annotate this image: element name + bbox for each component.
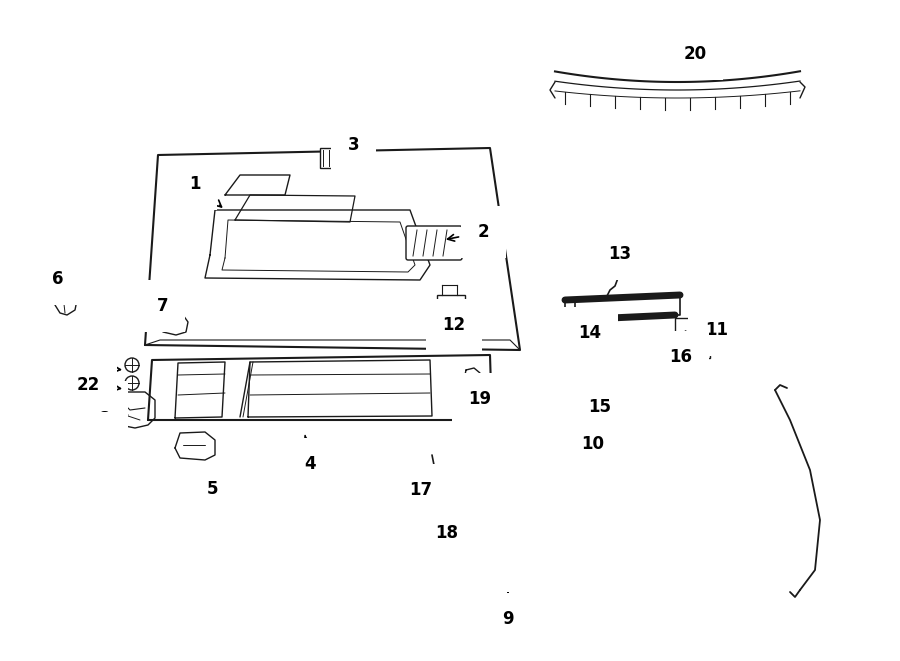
FancyBboxPatch shape	[675, 318, 713, 338]
FancyBboxPatch shape	[320, 148, 358, 168]
FancyBboxPatch shape	[680, 340, 710, 358]
Text: 20: 20	[681, 45, 706, 71]
Text: 9: 9	[502, 593, 514, 628]
Text: 3: 3	[337, 136, 360, 154]
Text: 14: 14	[578, 324, 613, 343]
FancyBboxPatch shape	[437, 295, 465, 315]
Text: 6: 6	[52, 270, 66, 295]
Text: 12: 12	[443, 309, 465, 334]
Text: 2: 2	[447, 223, 490, 241]
Text: 22: 22	[76, 376, 121, 394]
Text: 7: 7	[158, 297, 169, 315]
Text: 17: 17	[409, 478, 435, 499]
Text: 8: 8	[100, 398, 128, 416]
Text: 10: 10	[581, 426, 605, 453]
Text: 16: 16	[662, 348, 692, 366]
Text: 21: 21	[76, 358, 121, 376]
FancyBboxPatch shape	[406, 226, 462, 260]
Text: 11: 11	[680, 321, 728, 339]
Text: 15: 15	[589, 393, 611, 416]
Text: 13: 13	[608, 245, 632, 264]
Text: 4: 4	[303, 436, 316, 473]
Text: 1: 1	[189, 175, 221, 207]
Text: 19: 19	[468, 385, 491, 408]
Text: 18: 18	[435, 524, 458, 542]
Text: 5: 5	[207, 470, 219, 498]
